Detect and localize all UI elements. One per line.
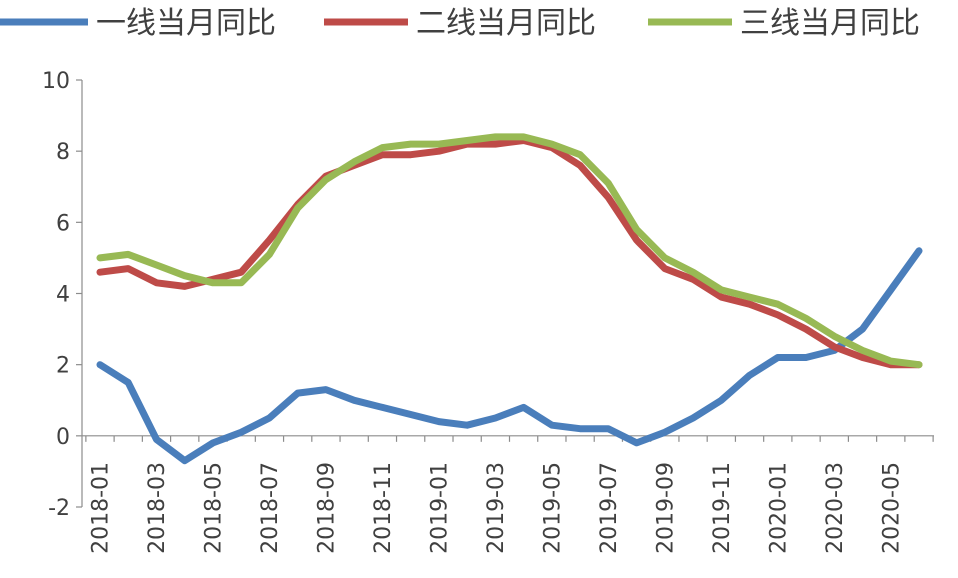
legend-item-1: 一线当月同比 <box>0 6 276 41</box>
x-tick-label: 2020-05 <box>879 462 904 554</box>
y-axis: -2 0 2 4 6 8 10 <box>42 69 83 521</box>
x-tick-label: 2019-05 <box>541 462 566 554</box>
legend-label: 三线当月同比 <box>740 6 920 41</box>
y-tick-label: 10 <box>42 69 70 94</box>
y-tick-label: -2 <box>48 496 70 521</box>
y-tick-label: 4 <box>56 283 70 308</box>
series-line-1 <box>96 247 923 465</box>
x-tick-label: 2018-05 <box>202 462 227 554</box>
x-tick-label: 2020-03 <box>823 462 848 554</box>
x-tick-label: 2019-07 <box>597 462 622 554</box>
x-tick-label: 2019-03 <box>484 462 509 554</box>
y-tick-label: 2 <box>56 354 70 379</box>
legend-item-2: 二线当月同比 <box>324 6 596 41</box>
y-tick-label: 0 <box>56 425 70 450</box>
x-tick-label: 2018-01 <box>89 462 114 554</box>
x-tick-label: 2018-07 <box>258 462 283 554</box>
legend: 一线当月同比 二线当月同比 三线当月同比 <box>0 6 920 41</box>
x-tick-label: 2019-11 <box>710 462 735 554</box>
x-tick-label: 2019-09 <box>654 462 679 554</box>
x-tick-label: 2020-01 <box>766 462 791 554</box>
series-line-2 <box>96 137 923 369</box>
plot-area <box>96 133 923 465</box>
series-line-3 <box>96 133 923 369</box>
y-tick-label: 8 <box>56 140 70 165</box>
x-tick-label: 2018-03 <box>145 462 170 554</box>
x-tick-label: 2019-01 <box>428 462 453 554</box>
legend-item-3: 三线当月同比 <box>648 6 920 41</box>
x-axis: 2018-01 2018-03 2018-05 2018-07 2018-09 2018-… <box>82 435 934 554</box>
x-tick-label: 2018-09 <box>315 462 340 554</box>
x-tick-label: 2018-11 <box>371 462 396 554</box>
legend-label: 二线当月同比 <box>416 6 596 41</box>
legend-label: 一线当月同比 <box>96 6 276 41</box>
y-tick-label: 6 <box>56 211 70 236</box>
